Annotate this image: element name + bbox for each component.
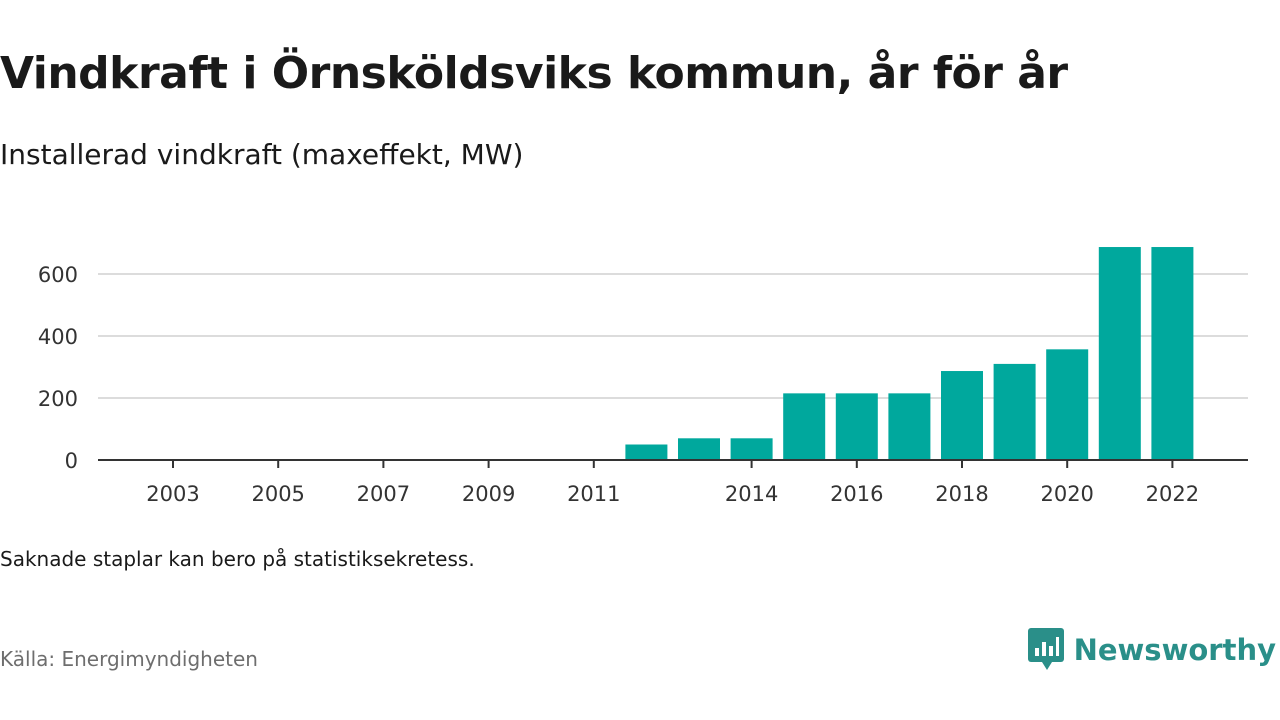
y-tick-label: 0 — [65, 449, 78, 473]
x-tick-label: 2003 — [146, 482, 199, 506]
bar — [1098, 247, 1141, 460]
bar — [1151, 247, 1194, 460]
newsworthy-logo-icon — [1027, 628, 1064, 670]
x-tick-label: 2018 — [935, 482, 988, 506]
chart-title: Vindkraft i Örnsköldsviks kommun, år för… — [0, 48, 1068, 99]
y-tick-label: 400 — [38, 325, 78, 349]
brand-name: Newsworthy — [1073, 633, 1276, 667]
x-tick-label: 2007 — [357, 482, 410, 506]
y-tick-label: 600 — [38, 263, 78, 287]
x-tick-label: 2016 — [830, 482, 883, 506]
bar — [993, 363, 1036, 460]
bar — [835, 393, 878, 460]
x-tick-label: 2005 — [251, 482, 304, 506]
bar — [783, 393, 826, 460]
x-tick-label: 2011 — [567, 482, 620, 506]
brand-logo: Newsworthy — [1027, 628, 1276, 672]
x-tick-label: 2020 — [1040, 482, 1093, 506]
x-tick-label: 2009 — [462, 482, 515, 506]
y-tick-label: 200 — [38, 387, 78, 411]
bar — [678, 438, 720, 460]
bar — [730, 438, 773, 460]
source-label: Källa: Energimyndigheten — [0, 647, 258, 671]
bar — [625, 444, 668, 460]
footnote: Saknade staplar kan bero på statistiksek… — [0, 547, 475, 571]
bar-chart: 0 200 400 600 2003 2005 2007 2009 2011 2014 2016 20… — [38, 247, 1248, 506]
x-tick-label: 2014 — [725, 482, 778, 506]
bar — [941, 371, 983, 460]
x-tick-label: 2022 — [1146, 482, 1199, 506]
bar — [888, 393, 931, 460]
chart-subtitle: Installerad vindkraft (maxeffekt, MW) — [0, 138, 524, 171]
bar — [1046, 349, 1089, 460]
